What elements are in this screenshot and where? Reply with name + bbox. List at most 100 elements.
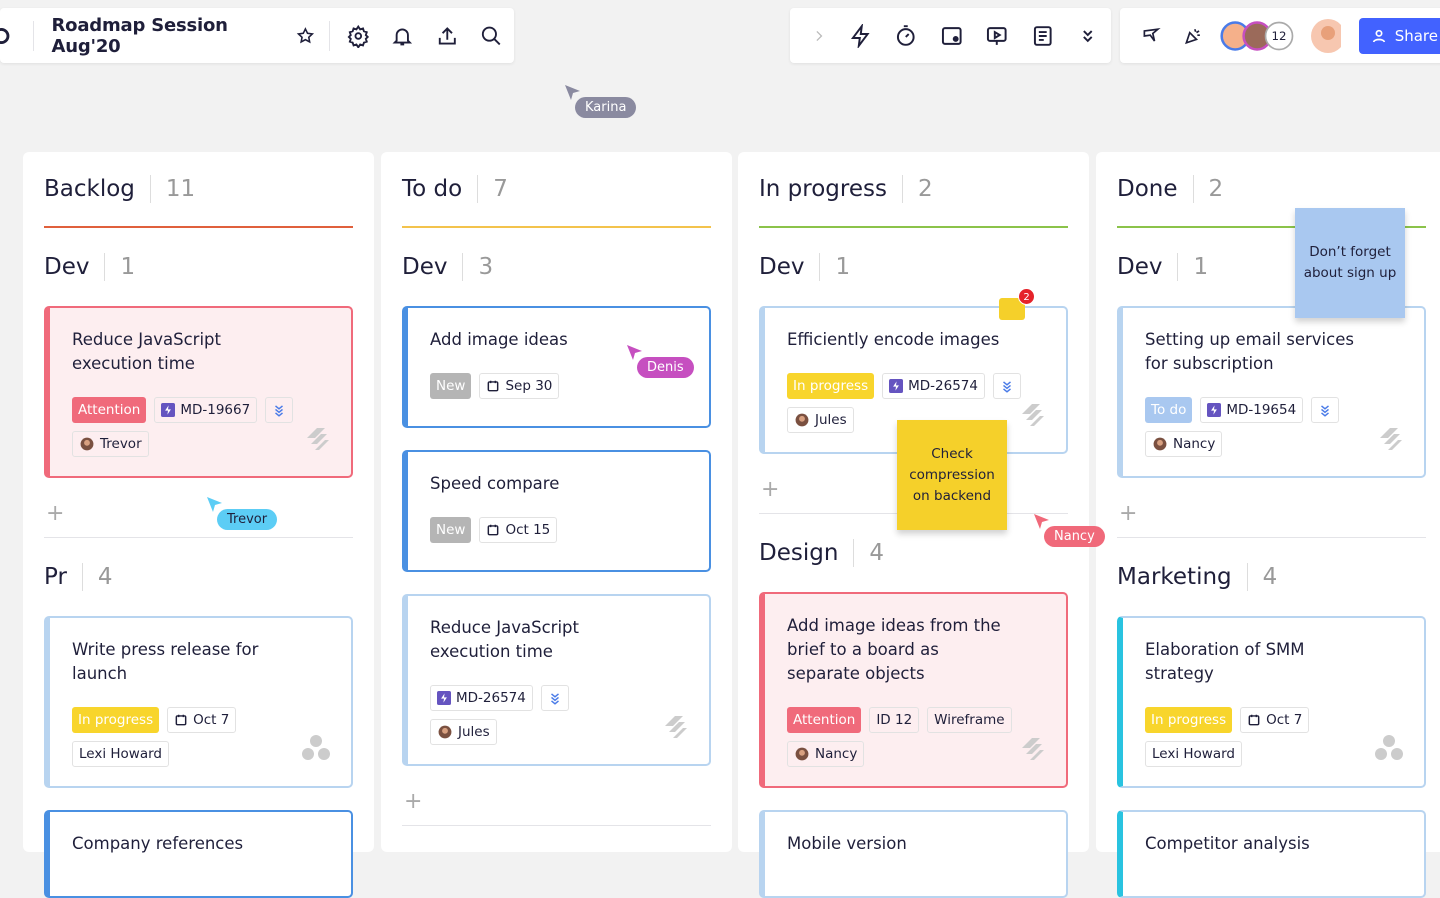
source-icon xyxy=(1376,424,1404,456)
group-count: 4 xyxy=(81,563,113,591)
lightning-icon[interactable] xyxy=(849,23,873,48)
video-icon[interactable] xyxy=(940,24,964,48)
column-count: 2 xyxy=(901,175,933,203)
card[interactable]: Efficiently encode images In progress MD-2… xyxy=(759,306,1068,454)
card[interactable]: Mobile version xyxy=(759,810,1068,898)
add-card[interactable]: + xyxy=(1117,490,1426,538)
status-tag: In progress xyxy=(1145,707,1233,733)
assignee-avatar xyxy=(794,747,810,761)
cursor: Nancy xyxy=(1034,514,1105,547)
tag-row: In progress Oct 7 xyxy=(1145,707,1404,733)
board-title[interactable]: Roadmap Session Aug'20 xyxy=(51,14,228,57)
user-avatar[interactable] xyxy=(1310,18,1341,54)
calendar-icon xyxy=(174,713,188,727)
card[interactable]: Reduce JavaScript execution time Attentio… xyxy=(44,306,353,478)
celebrate-icon[interactable] xyxy=(1183,24,1203,48)
cursor-arrow xyxy=(565,85,580,100)
column: To do 7 Dev 3 Add image ideas New Sep 30 Speed … xyxy=(381,152,732,852)
date-tag: Oct 7 xyxy=(167,707,237,733)
group-title: Marketing xyxy=(1117,564,1232,590)
issue-tag: MD-26574 xyxy=(430,685,533,711)
group-count: 1 xyxy=(104,253,135,281)
avatar-count[interactable] xyxy=(1265,21,1294,50)
assignee-row: Jules xyxy=(430,719,689,745)
add-card[interactable]: + xyxy=(44,490,353,538)
card[interactable]: Add image ideas from the brief to a boar… xyxy=(759,592,1068,788)
column-header: To do 7 xyxy=(402,152,711,228)
assignee-name: Jules xyxy=(458,724,490,740)
group-title: Dev xyxy=(1117,254,1163,280)
comment-indicator[interactable]: 2 xyxy=(999,288,1035,320)
collab-toolbar: 12 Share xyxy=(1120,8,1440,63)
sticky-note[interactable]: Check compression on backend xyxy=(897,420,1007,530)
notes-icon[interactable] xyxy=(1031,24,1055,48)
source-icon xyxy=(1018,400,1046,432)
more-icon[interactable] xyxy=(1076,24,1100,48)
column-count: 7 xyxy=(477,175,508,203)
card[interactable]: Reduce JavaScript execution time MD-26574… xyxy=(402,594,711,766)
card-title: Mobile version xyxy=(787,834,907,853)
group-count: 1 xyxy=(1177,253,1208,281)
share-icon xyxy=(1372,29,1385,42)
card[interactable]: Elaboration of SMM strategy In progress Oc… xyxy=(1117,616,1426,788)
source-icon xyxy=(303,424,331,456)
calendar-icon xyxy=(486,523,500,537)
share-button[interactable]: Share xyxy=(1358,17,1440,54)
top-left-toolbar: Roadmap Session Aug'20 xyxy=(0,8,514,63)
group-header: Design 4 xyxy=(759,514,1068,592)
tools-toolbar xyxy=(790,8,1111,63)
assignee-tag: Lexi Howard xyxy=(1145,741,1242,767)
card-title: Elaboration of SMM strategy xyxy=(1145,640,1305,683)
status-tag: To do xyxy=(1145,397,1193,423)
assignee-name: Trevor xyxy=(100,436,142,452)
date-text: Oct 7 xyxy=(1266,712,1303,728)
group-title: Pr xyxy=(44,564,67,590)
tag-row: Attention ID 12 Wireframe xyxy=(787,707,1046,733)
issue-icon xyxy=(1207,403,1222,417)
card[interactable]: Add image ideas New Sep 30 xyxy=(402,306,711,428)
date-tag: Oct 7 xyxy=(1240,707,1310,733)
group-header: Dev 3 xyxy=(402,228,711,306)
bell-icon[interactable] xyxy=(391,24,414,48)
card[interactable]: Competitor analysis xyxy=(1117,810,1426,898)
assignee-name: Lexi Howard xyxy=(79,746,162,762)
collaborator-avatars: 12 xyxy=(1220,20,1294,51)
card-title: Competitor analysis xyxy=(1145,834,1310,853)
tag-row: Attention MD-19667 xyxy=(72,397,331,423)
card[interactable]: Speed compare New Oct 15 xyxy=(402,450,711,572)
card[interactable]: Setting up email services for subscripti… xyxy=(1117,306,1426,478)
card-title: Add image ideas from the brief to a boar… xyxy=(787,616,1001,683)
tag-row: To do MD-19654 xyxy=(1145,397,1404,423)
assignee-avatar xyxy=(79,437,95,451)
card-title: Company references xyxy=(72,834,244,853)
group-header: Dev 1 xyxy=(759,228,1068,306)
card[interactable]: Write press release for launch In progres… xyxy=(44,616,353,788)
tag-row: MD-26574 xyxy=(430,685,689,711)
group-title: Dev xyxy=(44,254,90,280)
upload-icon[interactable] xyxy=(436,24,459,48)
priority-tag xyxy=(265,397,294,423)
status-tag: Attention xyxy=(787,707,862,733)
card[interactable]: Company references xyxy=(44,810,353,898)
assignee-name: Lexi Howard xyxy=(1152,746,1235,762)
present-icon[interactable] xyxy=(985,24,1009,48)
separator xyxy=(32,20,34,51)
cursor-icon[interactable] xyxy=(1141,24,1161,48)
star-icon[interactable] xyxy=(296,24,315,48)
issue-tag: MD-19654 xyxy=(1200,397,1304,423)
priority-icon xyxy=(1000,379,1014,393)
sticky-note[interactable]: Don’t forget about sign up xyxy=(1295,208,1405,318)
add-card[interactable]: + xyxy=(402,778,711,826)
timer-icon[interactable] xyxy=(894,24,918,48)
assignee-tag: Jules xyxy=(430,719,497,745)
assignee-tag: Lexi Howard xyxy=(72,741,169,767)
cursor-label: Trevor xyxy=(217,509,278,530)
separator xyxy=(328,20,330,51)
date-text: Oct 7 xyxy=(193,712,230,728)
search-icon[interactable] xyxy=(480,24,503,48)
issue-tag: MD-19667 xyxy=(154,397,258,423)
tag-row: New Sep 30 xyxy=(430,373,689,399)
expand-icon[interactable] xyxy=(811,24,827,48)
assignee-row: Trevor xyxy=(72,431,331,457)
settings-icon[interactable] xyxy=(347,24,370,48)
